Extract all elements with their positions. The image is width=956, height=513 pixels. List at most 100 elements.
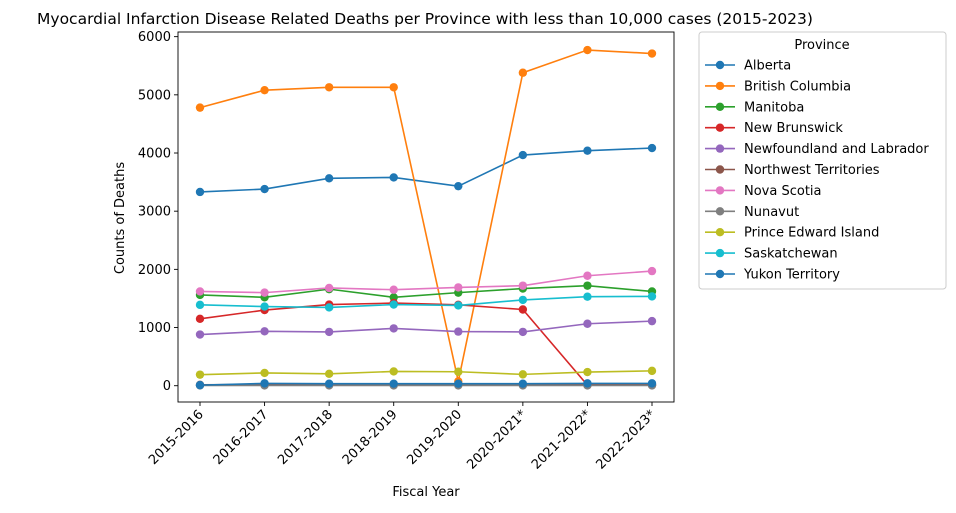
legend-marker-icon	[716, 61, 724, 69]
x-tick-label: 2019-2020	[404, 407, 465, 468]
data-point-nova-scotia	[583, 272, 591, 280]
data-point-yukon-territory	[583, 379, 591, 387]
data-point-alberta	[390, 173, 398, 181]
legend-label: Alberta	[744, 59, 791, 74]
legend-marker-icon	[716, 165, 724, 173]
legend-label: Newfoundland and Labrador	[744, 142, 929, 157]
data-point-yukon-territory	[648, 379, 656, 387]
data-point-newfoundland-and-labrador	[583, 320, 591, 328]
x-tick-label: 2022-2023*	[594, 407, 660, 473]
legend-label: Yukon Territory	[743, 268, 840, 283]
legend-marker-icon	[716, 270, 724, 278]
data-point-alberta	[196, 188, 204, 196]
y-tick-label: 6000	[138, 30, 171, 45]
data-point-british-columbia	[325, 83, 333, 91]
data-point-saskatchewan	[325, 303, 333, 311]
data-point-prince-edward-island	[454, 368, 462, 376]
data-point-yukon-territory	[454, 379, 462, 387]
y-axis-label: Counts of Deaths	[113, 162, 128, 274]
legend-marker-icon	[716, 207, 724, 215]
legend-label: Manitoba	[744, 100, 804, 115]
data-point-nova-scotia	[454, 283, 462, 291]
data-point-newfoundland-and-labrador	[390, 324, 398, 332]
legend-marker-icon	[716, 228, 724, 236]
legend-marker-icon	[716, 82, 724, 90]
series-line-alberta	[200, 148, 652, 192]
data-point-british-columbia	[583, 46, 591, 54]
x-tick-label: 2021-2022*	[529, 407, 595, 473]
data-point-nova-scotia	[519, 281, 527, 289]
data-point-new-brunswick	[196, 315, 204, 323]
x-tick-label: 2015-2016	[146, 407, 207, 468]
legend-label: British Columbia	[744, 79, 851, 94]
data-point-nova-scotia	[648, 267, 656, 275]
data-point-british-columbia	[260, 86, 268, 94]
data-point-alberta	[583, 146, 591, 154]
legend-label: Nunavut	[744, 205, 799, 220]
series-prince-edward-island	[196, 367, 656, 379]
y-tick-label: 5000	[138, 88, 171, 103]
data-point-newfoundland-and-labrador	[325, 328, 333, 336]
data-point-alberta	[519, 151, 527, 159]
legend-marker-icon	[716, 124, 724, 132]
data-point-nova-scotia	[390, 286, 398, 294]
legend-label: Saskatchewan	[744, 247, 838, 262]
legend-label: Northwest Territories	[744, 163, 880, 178]
data-point-saskatchewan	[648, 292, 656, 300]
data-point-prince-edward-island	[260, 369, 268, 377]
x-tick-label: 2016-2017	[211, 407, 272, 468]
data-point-yukon-territory	[260, 379, 268, 387]
data-point-yukon-territory	[390, 379, 398, 387]
data-point-british-columbia	[196, 103, 204, 111]
data-point-yukon-territory	[196, 381, 204, 389]
data-point-saskatchewan	[260, 302, 268, 310]
data-point-nova-scotia	[196, 287, 204, 295]
legend-title: Province	[794, 38, 849, 53]
data-point-new-brunswick	[519, 305, 527, 313]
data-point-british-columbia	[648, 49, 656, 57]
chart-title: Myocardial Infarction Disease Related De…	[37, 10, 813, 28]
x-axis-label: Fiscal Year	[392, 485, 460, 500]
y-tick-label: 0	[163, 379, 171, 394]
data-point-saskatchewan	[196, 301, 204, 309]
y-tick-label: 4000	[138, 147, 171, 162]
legend-marker-icon	[716, 249, 724, 257]
data-point-saskatchewan	[390, 300, 398, 308]
data-point-prince-edward-island	[196, 370, 204, 378]
data-point-british-columbia	[519, 69, 527, 77]
series-alberta	[196, 144, 656, 196]
x-tick-label: 2018-2019	[340, 407, 401, 468]
legend-marker-icon	[716, 144, 724, 152]
data-point-yukon-territory	[325, 379, 333, 387]
data-point-british-columbia	[390, 83, 398, 91]
data-point-alberta	[260, 185, 268, 193]
data-point-yukon-territory	[519, 379, 527, 387]
legend-marker-icon	[716, 186, 724, 194]
data-point-saskatchewan	[454, 301, 462, 309]
data-point-nova-scotia	[325, 284, 333, 292]
legend: Province Alberta British Columbia Manitoba…	[699, 32, 946, 289]
y-tick-label: 2000	[138, 263, 171, 278]
data-point-prince-edward-island	[519, 370, 527, 378]
data-point-prince-edward-island	[390, 367, 398, 375]
data-point-alberta	[648, 144, 656, 152]
data-point-alberta	[454, 182, 462, 190]
legend-marker-icon	[716, 103, 724, 111]
data-point-prince-edward-island	[583, 368, 591, 376]
data-point-nova-scotia	[260, 288, 268, 296]
legend-label: Nova Scotia	[744, 184, 822, 199]
data-point-newfoundland-and-labrador	[454, 327, 462, 335]
data-point-prince-edward-island	[648, 367, 656, 375]
data-point-prince-edward-island	[325, 370, 333, 378]
data-point-saskatchewan	[583, 293, 591, 301]
x-tick-label: 2020-2021*	[464, 407, 530, 473]
data-point-newfoundland-and-labrador	[648, 317, 656, 325]
y-tick-label: 1000	[138, 321, 171, 336]
plot-frame	[178, 32, 674, 402]
data-point-newfoundland-and-labrador	[196, 330, 204, 338]
legend-label: Prince Edward Island	[744, 226, 879, 241]
data-point-alberta	[325, 174, 333, 182]
